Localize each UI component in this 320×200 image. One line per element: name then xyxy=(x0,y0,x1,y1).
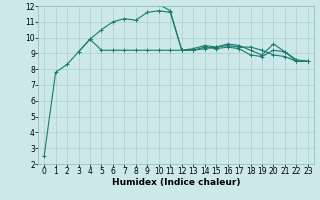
X-axis label: Humidex (Indice chaleur): Humidex (Indice chaleur) xyxy=(112,178,240,187)
